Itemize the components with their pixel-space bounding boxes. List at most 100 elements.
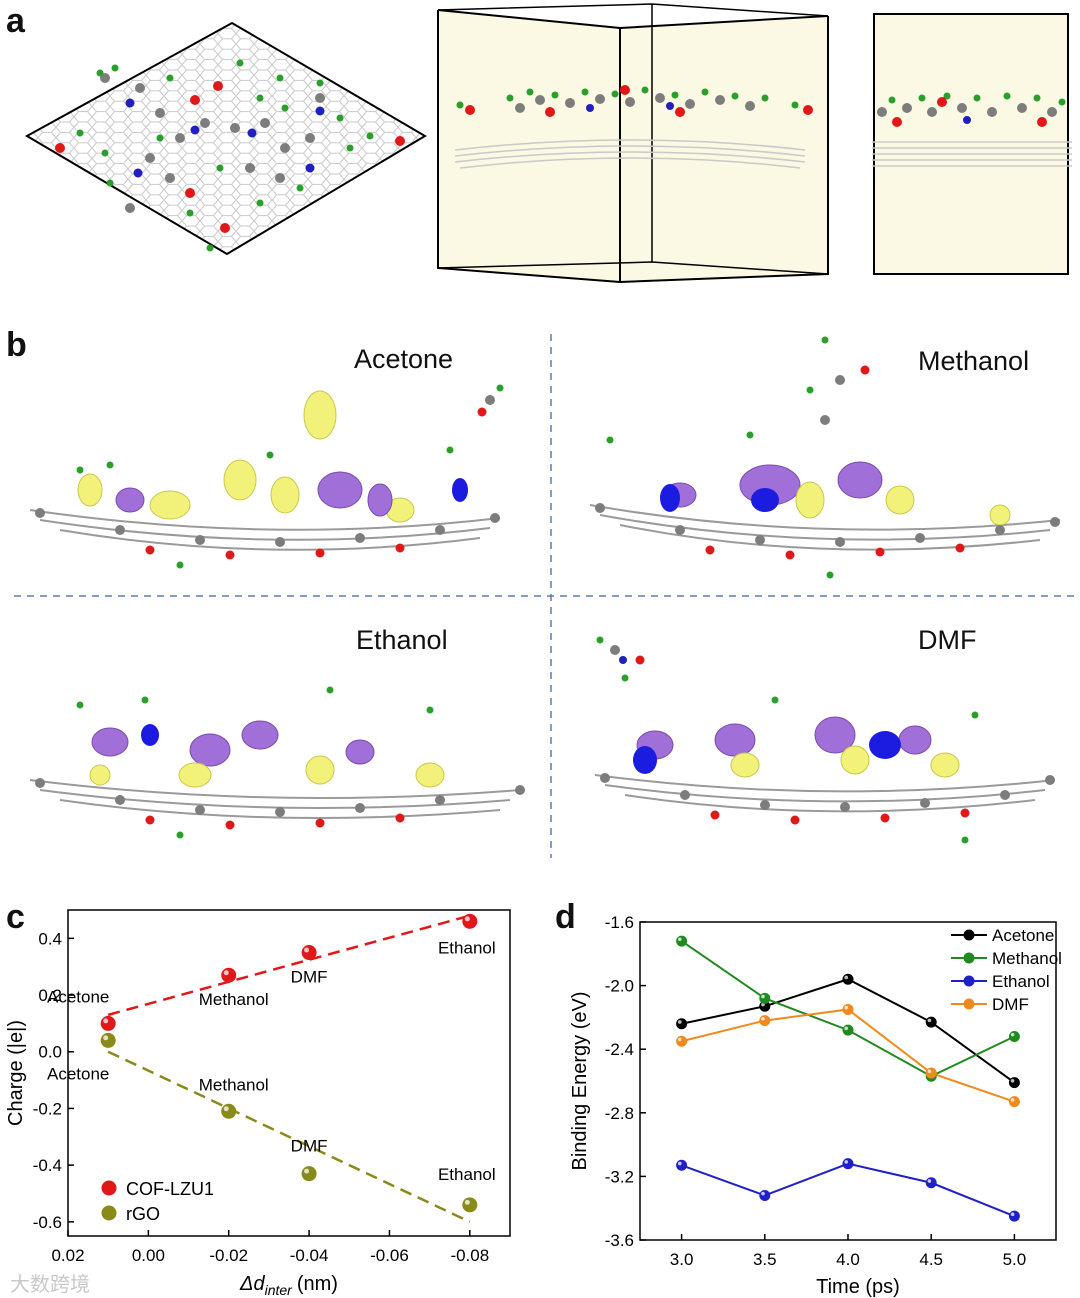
chart-d-binding-energy: 3.0 3.5 4.0 4.5 5.0 -1.6 -2.0 -2.4 -2.8 -3.2 -3.6… (569, 913, 1062, 1298)
structure-ethanol (29, 686, 525, 839)
chart-d-point-highlight (927, 1018, 932, 1023)
structure-acetone (29, 384, 504, 569)
chart-d-x-tick-label: 4.5 (919, 1250, 943, 1269)
chart-c-point-label: DMF (291, 1137, 328, 1156)
chart-c-point-label: Methanol (199, 990, 269, 1009)
chart-d-point-highlight (1010, 1098, 1015, 1102)
chart-c-point-label: Acetone (47, 987, 109, 1006)
chart-c-point-label: Methanol (199, 1075, 269, 1094)
watermark: 大数跨境 (10, 1272, 90, 1296)
chart-d-point-dmf (925, 1067, 937, 1079)
chart-c-y-axis-label: Charge (|e|) (5, 1020, 27, 1126)
chart-d-y-axis-label: Binding Energy (eV) (569, 992, 591, 1171)
chart-c-point-rgo (221, 1103, 237, 1119)
chart-c-point-rgo (100, 1032, 116, 1048)
chart-d-point-acetone (925, 1016, 937, 1028)
chart-c-point-highlight (304, 947, 310, 953)
legend-label-acetone: Acetone (992, 926, 1054, 945)
chart-d-point-highlight (678, 1020, 682, 1024)
chart-d-point-highlight (927, 1179, 932, 1183)
chart-d-y-tick-label: -2.8 (605, 1104, 634, 1123)
chart-d-point-highlight (844, 1160, 848, 1164)
chart-d-x-tick-label: 3.5 (753, 1250, 777, 1269)
chart-c-y-tick-label: -0.4 (33, 1156, 62, 1175)
chart-c-point-cof-lzu1 (462, 913, 478, 929)
chart-d-point-acetone (1008, 1077, 1020, 1089)
chart-d-point-methanol (676, 935, 688, 947)
chart-c-point-label: Ethanol (438, 938, 496, 957)
label-acetone: Acetone (354, 344, 454, 374)
chart-c-fit-line-rgo (107, 1050, 471, 1223)
chart-d-point-acetone (842, 973, 854, 985)
chart-d-y-tick-label: -3.6 (605, 1231, 634, 1250)
legend-label-methanol: Methanol (992, 949, 1062, 968)
chart-d-line-dmf (681, 1008, 1015, 1103)
chart-d-point-methanol (842, 1024, 854, 1036)
chart-d-point-ethanol (925, 1177, 937, 1189)
panel-label-a: a (6, 2, 25, 40)
panel-label-c: c (6, 898, 25, 936)
chart-d-x-axis-label: Time (ps) (816, 1276, 900, 1298)
chart-d-point-highlight (844, 975, 848, 980)
chart-d-y-tick-label: -1.6 (605, 913, 634, 932)
chart-d-point-ethanol (676, 1159, 688, 1171)
chart-d-point-highlight (678, 1037, 682, 1042)
chart-d-x-tick-label: 4.0 (836, 1250, 860, 1269)
label-dmf: DMF (918, 625, 977, 655)
chart-c-point-highlight (103, 1018, 109, 1024)
chart-d-point-highlight (678, 937, 682, 942)
legend-marker-dmf (963, 998, 975, 1010)
chart-d-legend: Acetone Methanol Ethanol DMF (951, 926, 1062, 1014)
chart-d-point-highlight (1010, 1078, 1015, 1083)
chart-c-point-highlight (223, 1106, 229, 1112)
chart-d-point-highlight (927, 1069, 932, 1074)
chart-c-point-rgo (301, 1166, 317, 1182)
panel-label-b: b (6, 326, 27, 364)
label-ethanol: Ethanol (356, 625, 448, 655)
chart-c-point-highlight (103, 1035, 109, 1041)
chart-c-point-label: Ethanol (438, 1165, 496, 1184)
chart-d-point-methanol (759, 992, 771, 1004)
panel-a-side-view-rect (872, 13, 1072, 275)
legend-marker-acetone (963, 929, 975, 941)
cof-layer-atoms (55, 59, 405, 252)
panel-a-side-view-box (437, 3, 829, 284)
chart-c-y-tick-label: 0.4 (38, 929, 62, 948)
chart-c-fit-line-cof-lzu1 (107, 914, 471, 1017)
chart-c-x-tick-label: -0.06 (370, 1246, 409, 1265)
label-methanol: Methanol (918, 346, 1030, 376)
legend-label-rgo: rGO (126, 1204, 160, 1224)
rgo-sheet-lines (454, 139, 806, 169)
chart-c-x-tick-label: 0.02 (51, 1246, 84, 1265)
chart-d-point-dmf (676, 1035, 688, 1047)
chart-c-y-tick-label: 0.2 (38, 986, 62, 1005)
chart-c-point-cof-lzu1 (301, 945, 317, 961)
chart-c-x-label-sub: inter (265, 1282, 294, 1298)
chart-d-y-tick-label: -2.0 (605, 977, 634, 996)
chart-c-y-tick-label: -0.2 (33, 1099, 62, 1118)
chart-c-point-label: DMF (291, 968, 328, 987)
chart-c-legend: COF-LZU1 rGO (101, 1179, 214, 1224)
chart-c-x-label-main: Δd (239, 1273, 265, 1295)
chart-d-plot-frame (639, 921, 1057, 1241)
unit-cell-rhombus (24, 21, 427, 256)
legend-label-cof-lzu1: COF-LZU1 (126, 1179, 214, 1199)
legend-label-dmf: DMF (992, 995, 1029, 1014)
chart-d-point-highlight (844, 1026, 848, 1031)
chart-c-point-highlight (304, 1168, 310, 1174)
chart-d-point-highlight (1010, 1032, 1015, 1037)
chart-d-point-highlight (844, 1005, 848, 1010)
chart-d-x-tick-label: 5.0 (1003, 1250, 1027, 1269)
panel-b-dividers (14, 334, 1076, 858)
legend-swatch-rgo (101, 1205, 117, 1221)
chart-d-point-highlight (761, 1016, 765, 1021)
chart-d-point-highlight (761, 1191, 765, 1196)
chart-c-x-tick-label: -0.02 (209, 1246, 248, 1265)
chart-c-x-label-unit: (nm) (297, 1273, 338, 1295)
chart-c-charge-vs-ddinter: 0.02 0.00 -0.02 -0.04 -0.06 -0.08 0.4 0.2 0.0 -0… (5, 909, 511, 1298)
chart-c-point-label: Acetone (47, 1064, 109, 1083)
chart-d-y-tick-label: -2.4 (605, 1040, 634, 1059)
chart-d-y-tick-label: -3.2 (605, 1167, 634, 1186)
chart-d-point-dmf (759, 1015, 771, 1027)
legend-label-ethanol: Ethanol (992, 972, 1050, 991)
